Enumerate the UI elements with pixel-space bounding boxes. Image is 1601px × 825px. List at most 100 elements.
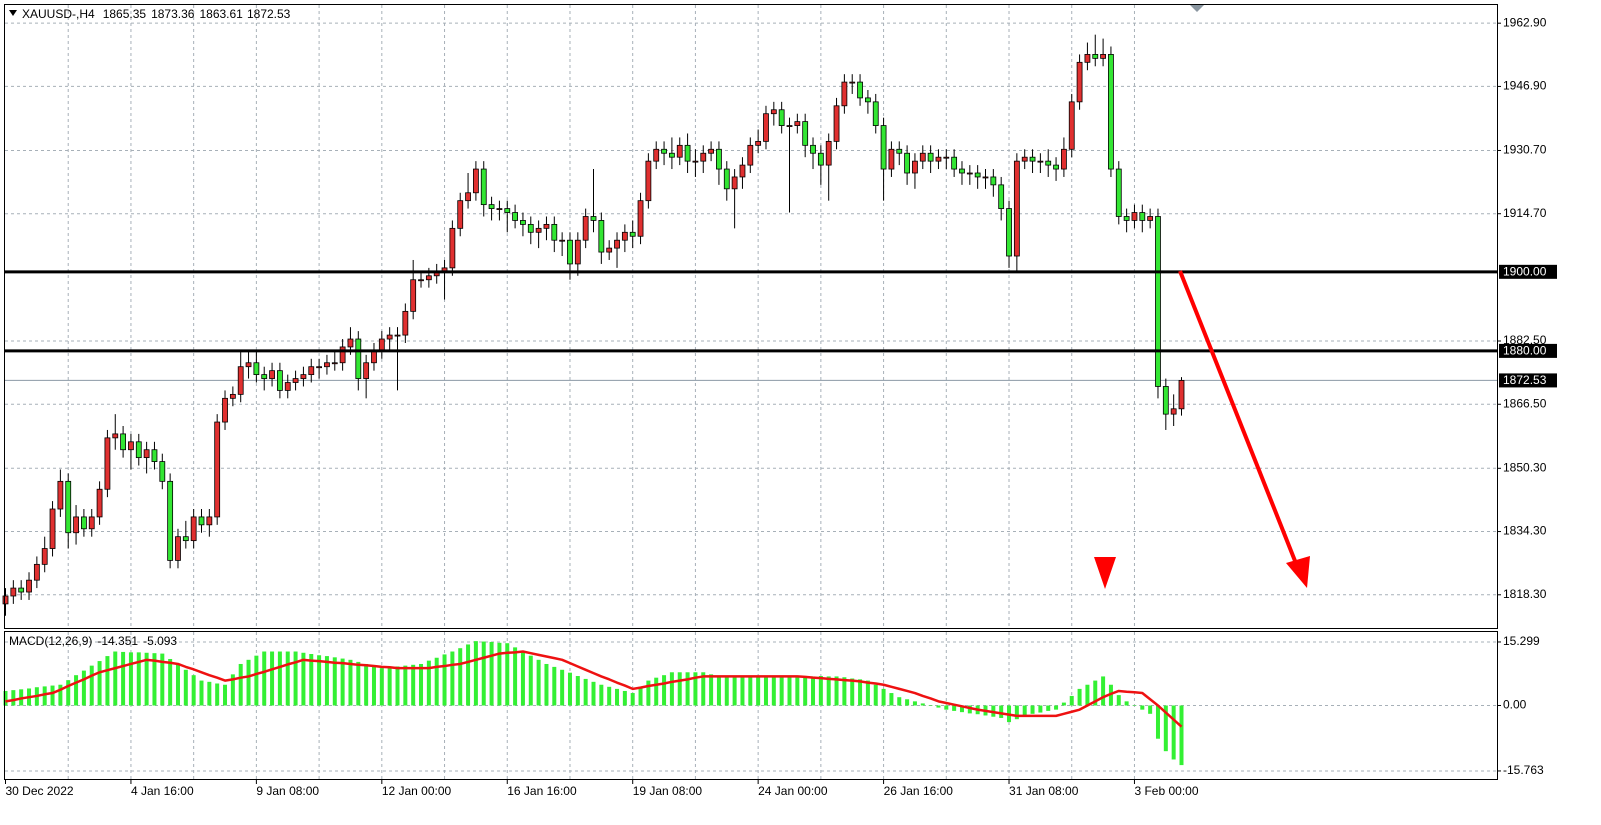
macd-histogram-bar bbox=[489, 641, 494, 706]
candle-body bbox=[1147, 216, 1154, 221]
candle-body bbox=[966, 172, 973, 175]
candle-body bbox=[339, 346, 346, 364]
candle-body bbox=[959, 168, 965, 174]
macd-histogram-bar bbox=[1155, 705, 1160, 739]
candle-body bbox=[355, 338, 362, 379]
macd-histogram-bar bbox=[348, 659, 353, 706]
candle-body bbox=[253, 362, 260, 376]
macd-histogram-bar bbox=[1085, 684, 1090, 706]
macd-histogram-bar bbox=[1132, 705, 1137, 706]
candle-body bbox=[770, 109, 777, 115]
candle-body bbox=[606, 247, 613, 253]
macd-histogram-bar bbox=[301, 652, 306, 706]
candle-body bbox=[1131, 212, 1138, 221]
macd-histogram-bar bbox=[1030, 705, 1035, 714]
macd-histogram-bar bbox=[771, 676, 776, 706]
candle-body bbox=[692, 160, 699, 163]
macd-histogram-bar bbox=[1046, 705, 1051, 711]
candle-body bbox=[551, 223, 558, 241]
macd-histogram-bar bbox=[1077, 688, 1082, 706]
candle-body bbox=[81, 516, 87, 530]
candle-body bbox=[943, 156, 950, 159]
candle-body bbox=[363, 362, 370, 379]
macd-histogram-bar bbox=[662, 675, 667, 706]
candle-body bbox=[1037, 160, 1044, 163]
macd-value: -14.351 bbox=[97, 634, 138, 648]
macd-histogram-bar bbox=[513, 647, 518, 706]
macd-histogram-bar bbox=[952, 705, 957, 711]
macd-histogram-bar bbox=[1163, 705, 1168, 752]
candle-body bbox=[927, 152, 934, 162]
candle-body bbox=[449, 227, 456, 269]
macd-histogram-bar bbox=[74, 675, 79, 706]
macd-histogram-bar bbox=[238, 663, 243, 706]
candle-body bbox=[1076, 61, 1083, 103]
candle-body bbox=[284, 382, 291, 391]
macd-histogram-bar bbox=[419, 663, 424, 706]
macd-histogram-bar bbox=[270, 651, 275, 706]
macd-histogram-bar bbox=[481, 641, 486, 706]
candle-body bbox=[237, 366, 244, 395]
candle-body bbox=[731, 176, 738, 190]
candle-body bbox=[1029, 156, 1036, 162]
macd-histogram-bar bbox=[458, 648, 463, 706]
candle-body bbox=[57, 480, 64, 510]
macd-histogram-bar bbox=[450, 651, 455, 706]
candle-body bbox=[394, 334, 401, 337]
candle-body bbox=[935, 156, 942, 162]
candle-body bbox=[33, 563, 40, 581]
candle-body bbox=[543, 223, 550, 229]
candle-body bbox=[1021, 156, 1028, 162]
macd-histogram-bar bbox=[434, 657, 439, 706]
y-tick-label: 1850.30 bbox=[1503, 460, 1547, 474]
low-value: 1863.61 bbox=[199, 7, 243, 21]
candle-body bbox=[896, 148, 903, 154]
candle-body bbox=[276, 370, 283, 391]
candle-body bbox=[684, 144, 691, 162]
candle-body bbox=[1045, 160, 1052, 166]
macd-histogram-bar bbox=[364, 663, 369, 706]
candle-body bbox=[206, 516, 213, 526]
candle-body bbox=[637, 200, 644, 237]
macd-histogram-bar bbox=[442, 654, 447, 706]
macd-histogram-bar bbox=[560, 669, 565, 706]
candle-body bbox=[1100, 54, 1106, 59]
candle-body bbox=[1006, 208, 1012, 257]
candle-body bbox=[739, 164, 746, 178]
macd-histogram-bar bbox=[105, 656, 110, 706]
macd-histogram-bar bbox=[795, 676, 800, 706]
sell-signal-arrow bbox=[1094, 557, 1116, 589]
symbol-menu-icon[interactable] bbox=[9, 10, 17, 16]
x-tick-label: 12 Jan 00:00 bbox=[382, 784, 452, 798]
macd-histogram-bar bbox=[850, 678, 855, 706]
x-tick-label: 26 Jan 16:00 bbox=[884, 784, 954, 798]
macd-histogram-bar bbox=[669, 672, 674, 706]
macd-histogram-bar bbox=[811, 676, 816, 706]
macd-histogram-bar bbox=[552, 666, 557, 706]
candle-body bbox=[504, 208, 511, 213]
y-tick-label: 15.299 bbox=[1503, 634, 1540, 648]
macd-histogram-bar bbox=[756, 676, 761, 706]
candle-body bbox=[472, 168, 479, 194]
candle-body bbox=[2, 595, 9, 605]
macd-histogram-bar bbox=[152, 653, 157, 706]
macd-histogram-bar bbox=[160, 653, 165, 706]
candle-body bbox=[159, 461, 166, 482]
shift-marker[interactable] bbox=[1190, 5, 1204, 12]
y-tick-label: 0.00 bbox=[1503, 698, 1527, 712]
candle-body bbox=[1061, 148, 1067, 170]
candle-body bbox=[1170, 408, 1177, 415]
candle-body bbox=[269, 370, 275, 379]
x-tick-label: 19 Jan 08:00 bbox=[633, 784, 703, 798]
macd-histogram-bar bbox=[889, 693, 894, 706]
candle-body bbox=[418, 279, 424, 282]
signal-value: -5.093 bbox=[143, 634, 177, 648]
macd-histogram-bar bbox=[144, 652, 149, 706]
macd-histogram-bar bbox=[1148, 705, 1153, 714]
macd-histogram-bar bbox=[473, 641, 478, 706]
macd-histogram-bar bbox=[1124, 701, 1129, 706]
candle-body bbox=[716, 148, 722, 170]
candle-body bbox=[786, 125, 793, 127]
macd-histogram-bar bbox=[834, 676, 839, 706]
y-tick-label: 1882.50 bbox=[1503, 333, 1547, 347]
